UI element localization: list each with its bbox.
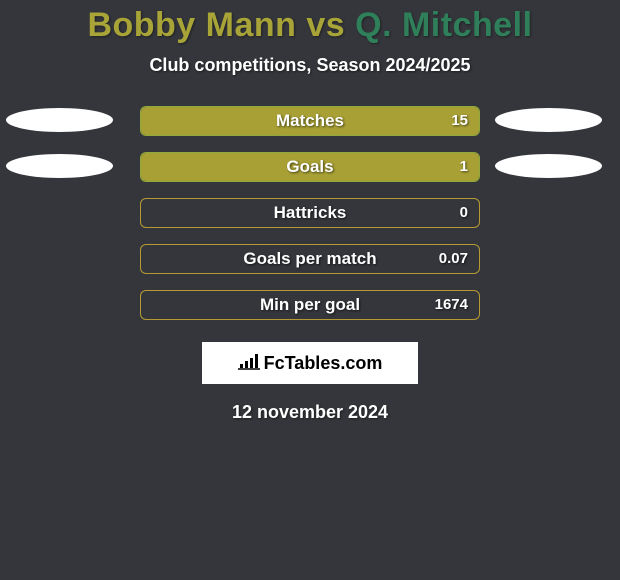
stat-value: 0.07 [439, 244, 468, 274]
stat-row: Min per goal1674 [0, 290, 620, 320]
stat-row: Hattricks0 [0, 198, 620, 228]
page-title: Bobby Mann vs Q. Mitchell [0, 0, 620, 45]
stat-row: Matches15 [0, 106, 620, 136]
avatar-left [6, 154, 113, 178]
site-logo: FcTables.com [238, 352, 383, 375]
site-logo-text: FcTables.com [264, 353, 383, 374]
player-right-name: Q. Mitchell [355, 6, 532, 44]
stat-value: 0 [460, 198, 468, 228]
player-left-name: Bobby Mann [87, 6, 296, 44]
bar-chart-icon [238, 352, 260, 375]
stat-label: Hattricks [140, 198, 480, 228]
stat-label: Goals per match [140, 244, 480, 274]
stat-label: Goals [140, 152, 480, 182]
stat-label: Matches [140, 106, 480, 136]
stat-row: Goals per match0.07 [0, 244, 620, 274]
site-logo-box: FcTables.com [202, 342, 418, 384]
stat-value: 15 [451, 106, 468, 136]
subtitle: Club competitions, Season 2024/2025 [0, 55, 620, 76]
avatar-right [495, 154, 602, 178]
stat-label: Min per goal [140, 290, 480, 320]
stat-row: Goals1 [0, 152, 620, 182]
stat-value: 1674 [435, 290, 468, 320]
stat-value: 1 [460, 152, 468, 182]
avatar-right [495, 108, 602, 132]
title-vs: vs [296, 6, 355, 44]
stats-container: Matches15 Goals1 Hattricks0 Goals per match… [0, 106, 620, 320]
date-text: 12 november 2024 [0, 402, 620, 423]
avatar-left [6, 108, 113, 132]
